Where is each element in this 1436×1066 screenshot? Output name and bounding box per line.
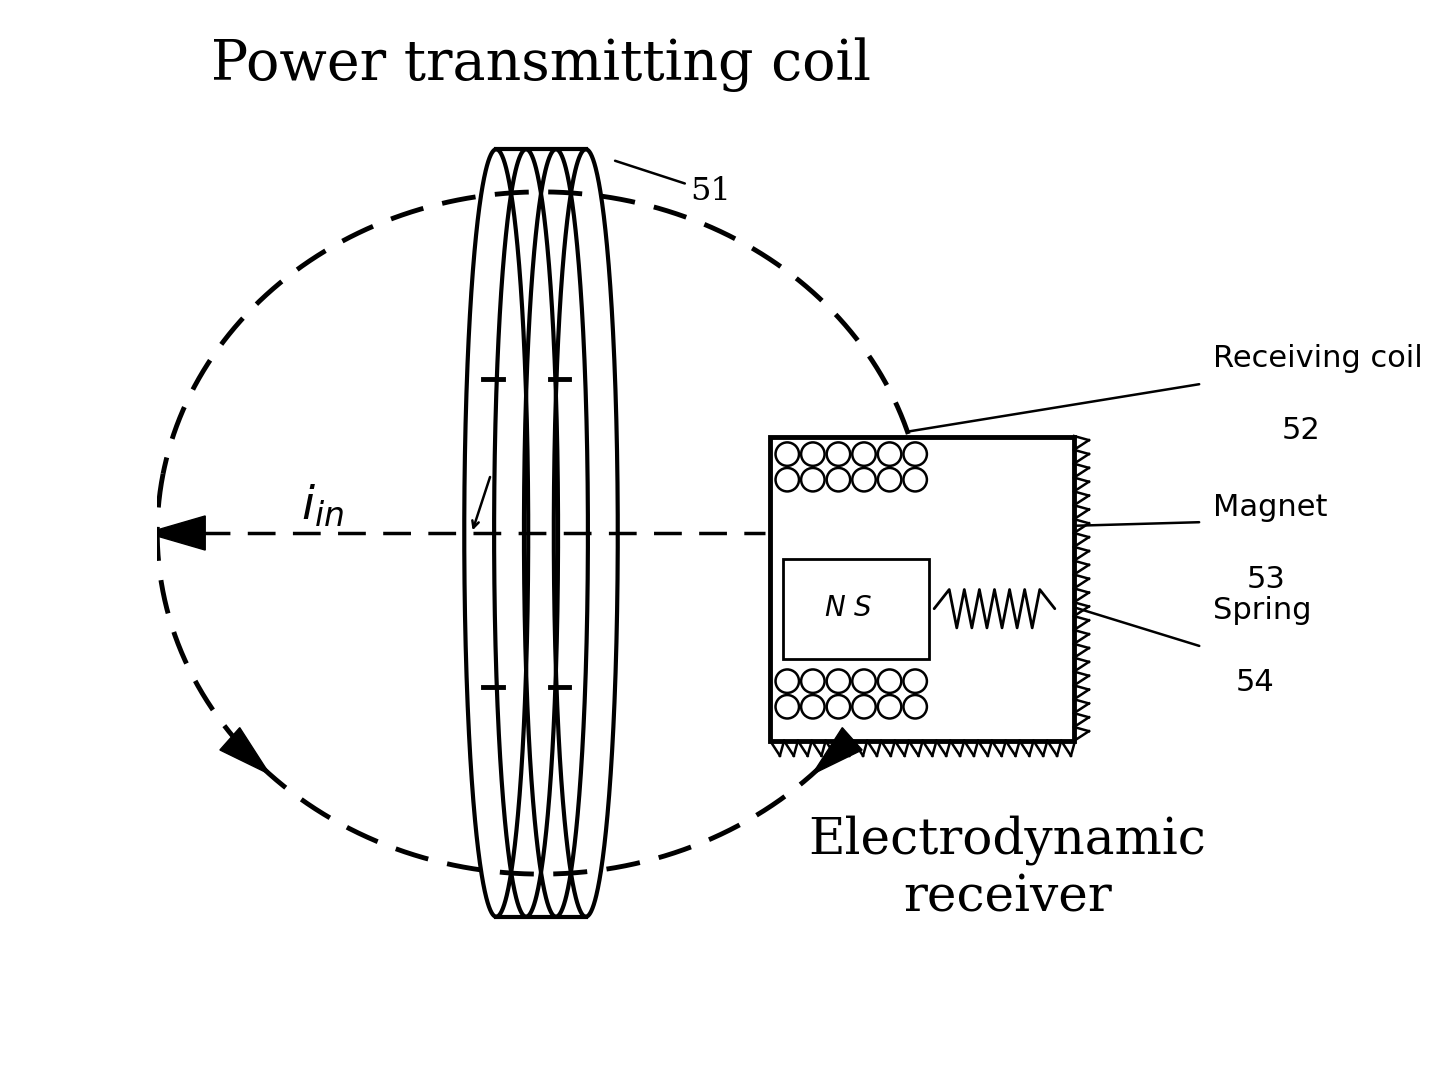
Polygon shape xyxy=(220,728,270,774)
Bar xyxy=(770,437,1074,741)
Text: 53: 53 xyxy=(1246,565,1285,594)
Text: 51: 51 xyxy=(615,161,731,208)
Text: Receiving coil: Receiving coil xyxy=(1212,344,1422,373)
Text: $\it{i}_{in}$: $\it{i}_{in}$ xyxy=(302,483,345,530)
Text: Power transmitting coil: Power transmitting coil xyxy=(211,37,872,92)
Text: Magnet: Magnet xyxy=(1212,494,1327,522)
Polygon shape xyxy=(813,728,862,774)
Text: $N\ S$: $N\ S$ xyxy=(824,595,873,623)
Bar xyxy=(783,559,929,659)
Text: 52: 52 xyxy=(1282,416,1321,445)
Polygon shape xyxy=(146,516,205,550)
Text: Spring: Spring xyxy=(1212,596,1311,626)
Text: 54: 54 xyxy=(1236,668,1275,697)
Text: Electrodynamic
receiver: Electrodynamic receiver xyxy=(808,815,1206,922)
